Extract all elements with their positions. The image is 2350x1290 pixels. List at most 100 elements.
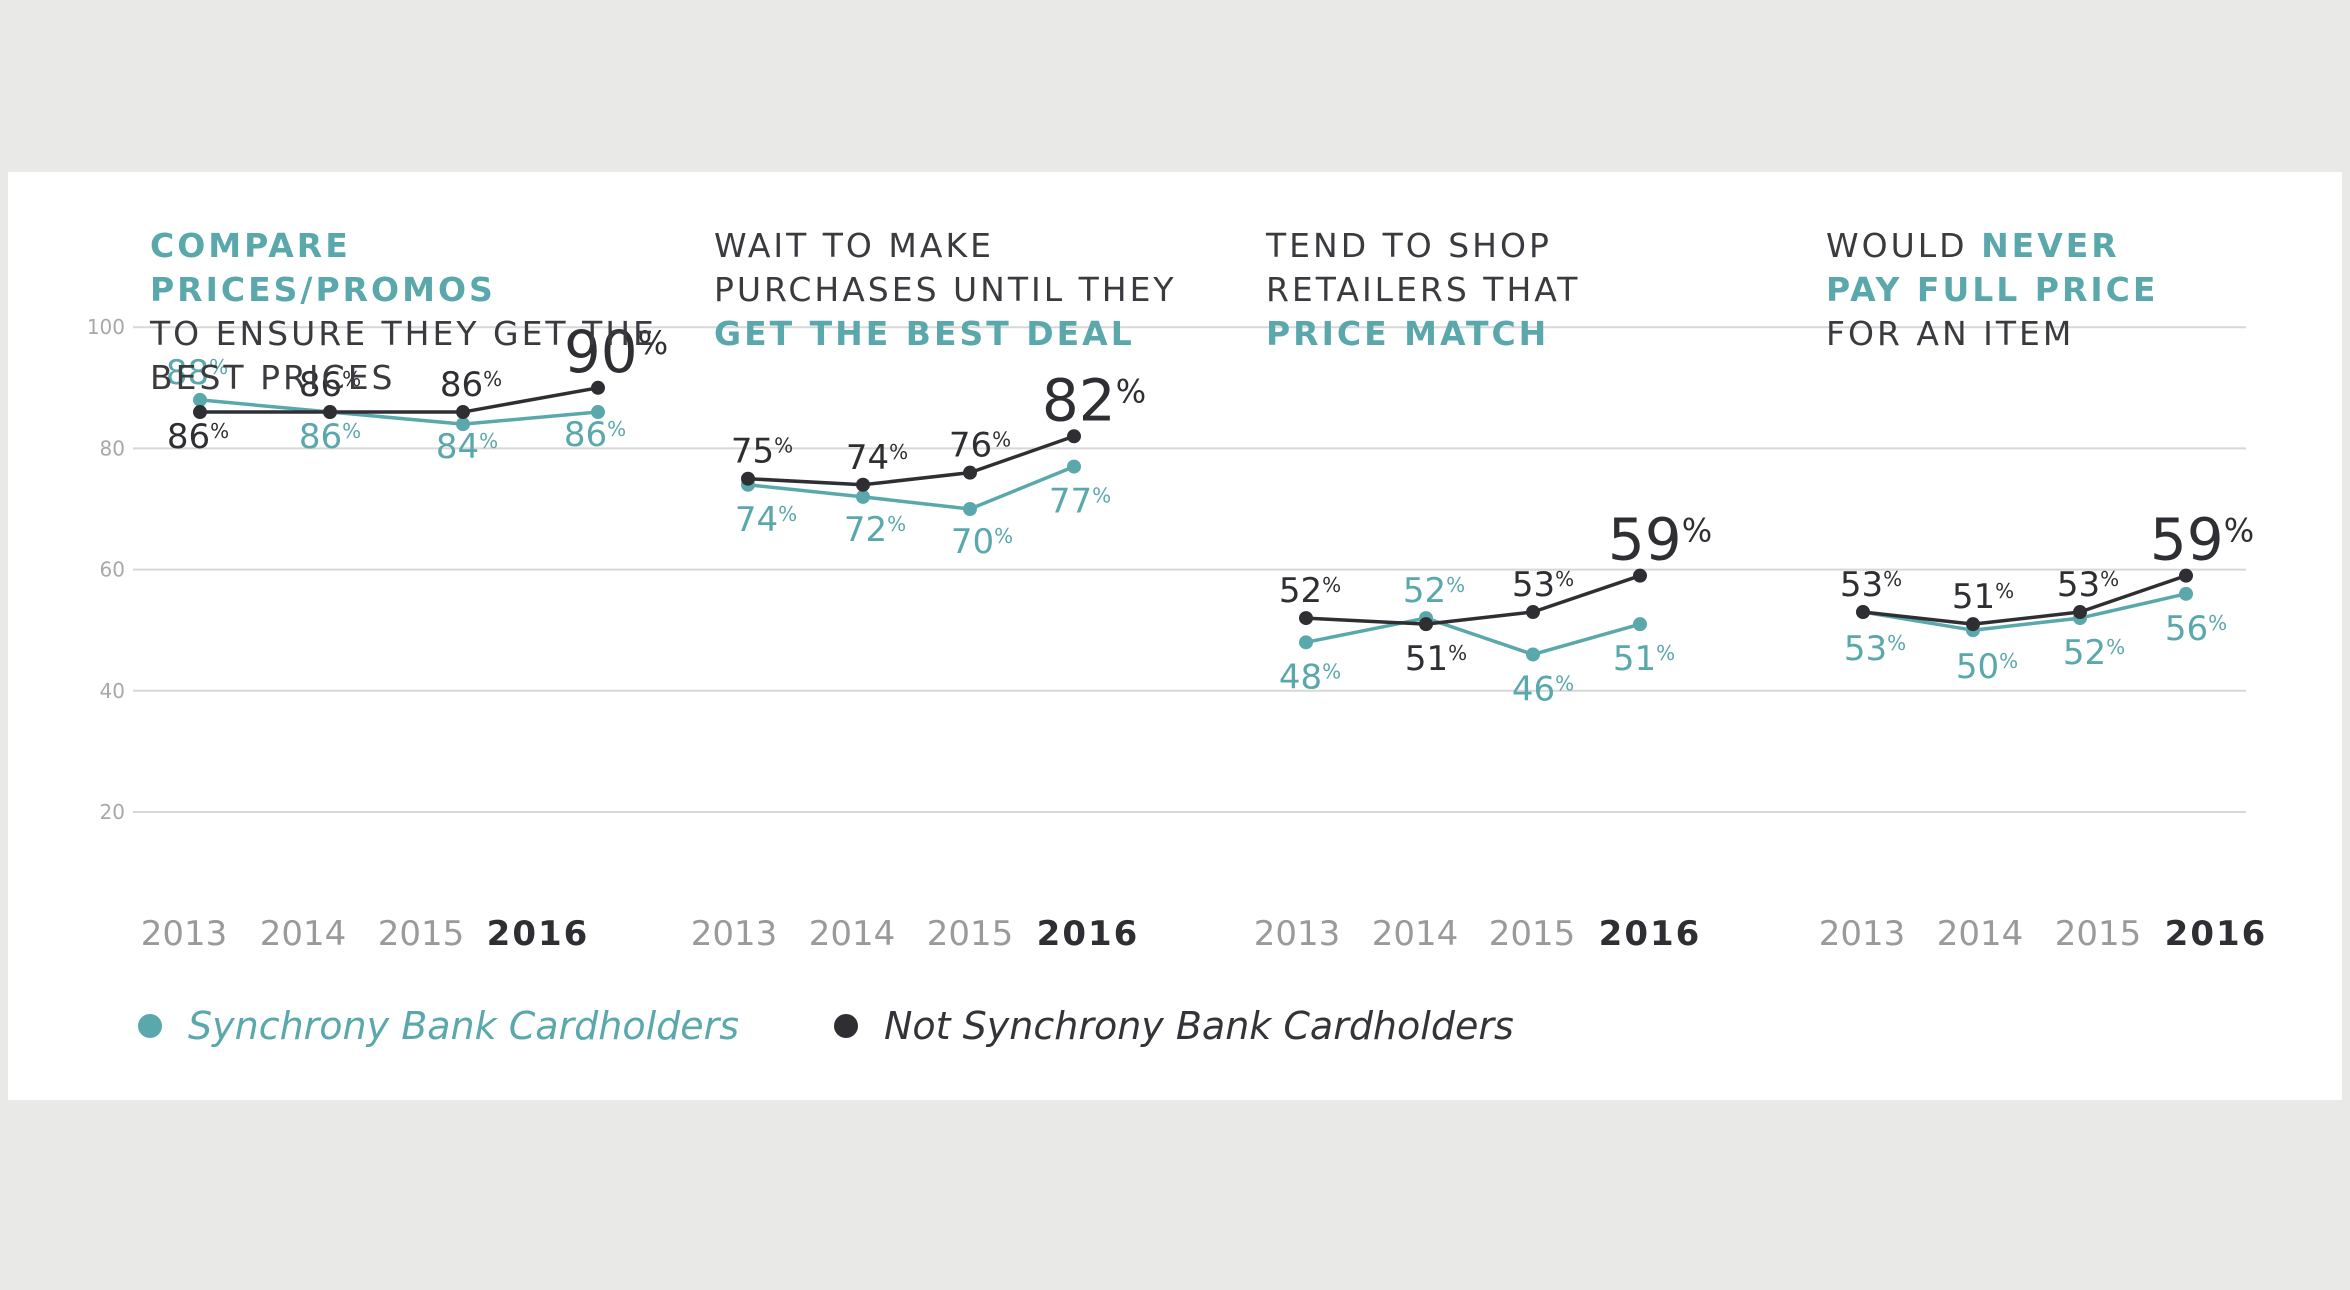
percent-sign: % xyxy=(1999,649,2018,673)
data-label-not-synchrony: 74% xyxy=(846,438,908,478)
percent-sign: % xyxy=(1092,484,1111,508)
percent-sign: % xyxy=(607,417,626,441)
panel-title-text: FOR AN ITEM xyxy=(1826,314,2075,353)
x-tick-label: 2015 xyxy=(927,914,1014,954)
percent-sign: % xyxy=(887,512,906,536)
data-point-synchrony xyxy=(456,417,470,432)
data-point-not-synchrony xyxy=(591,380,605,395)
data-label-synchrony: 51% xyxy=(1613,639,1675,679)
data-label-not-synchrony: 53% xyxy=(1840,565,1902,605)
panel-title-price-match: TEND TO SHOP RETAILERS THAT PRICE MATCH xyxy=(1266,224,1686,356)
series-line-synchrony xyxy=(199,398,599,426)
percent-sign: % xyxy=(1448,641,1467,665)
percent-sign: % xyxy=(2106,635,2125,659)
data-label-not-synchrony: 52% xyxy=(1279,571,1341,611)
panel-title-highlight: NEVER PAY FULL PRICE xyxy=(1826,226,2159,309)
data-point-synchrony xyxy=(856,489,870,504)
series-line-not-synchrony xyxy=(747,434,1075,487)
data-point-not-synchrony xyxy=(1633,568,1647,583)
percent-sign: % xyxy=(1446,573,1465,597)
x-tick-label: 2014 xyxy=(1372,914,1459,954)
y-tick-label: 60 xyxy=(100,558,125,582)
percent-sign: % xyxy=(342,367,361,391)
data-point-synchrony xyxy=(963,502,977,516)
percent-sign: % xyxy=(483,367,502,391)
y-tick-label: 20 xyxy=(100,800,125,824)
panel-title-compare: COMPARE PRICES/PROMOS TO ENSURE THEY GET… xyxy=(150,224,710,400)
x-tick-label: 2016 xyxy=(2165,914,2268,954)
data-label-not-synchrony: 82% xyxy=(1042,366,1146,434)
data-label-not-synchrony: 76% xyxy=(949,426,1011,466)
data-point-not-synchrony xyxy=(1299,611,1313,626)
data-point-not-synchrony xyxy=(1856,605,1870,620)
data-label-not-synchrony: 51% xyxy=(1405,639,1467,679)
x-tick-label: 2016 xyxy=(1037,914,1140,954)
data-label-synchrony: 46% xyxy=(1512,669,1574,709)
data-label-synchrony: 52% xyxy=(2063,633,2125,673)
x-tick-label: 2013 xyxy=(1254,914,1341,954)
panel-title-highlight: COMPARE PRICES/PROMOS xyxy=(150,226,496,309)
y-tick-label: 100 xyxy=(87,315,125,339)
percent-sign: % xyxy=(1322,659,1341,683)
percent-sign: % xyxy=(209,355,228,379)
panel-title-text: WOULD xyxy=(1826,226,1968,265)
x-tick-label: 2014 xyxy=(260,914,347,954)
data-point-not-synchrony xyxy=(193,405,207,420)
x-tick-label: 2016 xyxy=(487,914,590,954)
panel-title-highlight: PRICE MATCH xyxy=(1266,314,1550,353)
data-label-not-synchrony: 53% xyxy=(1512,565,1574,605)
percent-sign: % xyxy=(1116,372,1146,410)
x-tick-label: 2013 xyxy=(141,914,228,954)
x-tick-label: 2016 xyxy=(1599,914,1702,954)
data-point-not-synchrony xyxy=(856,477,870,492)
percent-sign: % xyxy=(992,428,1011,452)
data-point-not-synchrony xyxy=(2179,568,2193,583)
x-tick-label: 2014 xyxy=(1937,914,2024,954)
percent-sign: % xyxy=(342,419,361,443)
panel-title-text: WAIT TO MAKE PURCHASES UNTIL THEY xyxy=(714,226,1177,309)
percent-sign: % xyxy=(2224,512,2254,550)
legend-label-not-synchrony: Not Synchrony Bank Cardholders xyxy=(884,1004,1514,1048)
data-point-synchrony xyxy=(2179,586,2193,601)
x-tick-label: 2013 xyxy=(1819,914,1906,954)
percent-sign: % xyxy=(1682,512,1712,550)
data-label-not-synchrony: 51% xyxy=(1952,577,2014,617)
data-point-not-synchrony xyxy=(1966,617,1980,632)
legend-item-not-synchrony: Not Synchrony Bank Cardholders xyxy=(834,1004,1514,1048)
legend-dot-dark-icon xyxy=(834,1014,858,1038)
series-line-synchrony xyxy=(1305,616,1641,657)
x-tick-label: 2015 xyxy=(1489,914,1576,954)
data-point-synchrony xyxy=(1067,459,1081,474)
percent-sign: % xyxy=(2208,611,2227,635)
legend-dot-teal-icon xyxy=(138,1014,162,1038)
panel-title-text: TEND TO SHOP RETAILERS THAT xyxy=(1266,226,1581,309)
data-point-not-synchrony xyxy=(456,405,470,420)
data-point-not-synchrony xyxy=(963,465,977,480)
panel-title-highlight: GET THE BEST DEAL xyxy=(714,314,1135,353)
percent-sign: % xyxy=(1887,631,1906,655)
panel-title-never-full-price: WOULD NEVER PAY FULL PRICE FOR AN ITEM xyxy=(1826,224,2166,356)
data-label-not-synchrony: 86% xyxy=(167,417,229,457)
x-tick-label: 2014 xyxy=(809,914,896,954)
data-label-not-synchrony: 86% xyxy=(440,365,502,405)
data-label-not-synchrony: 59% xyxy=(1608,506,1712,574)
series-line-synchrony xyxy=(747,464,1075,511)
percent-sign: % xyxy=(1656,641,1675,665)
percent-sign: % xyxy=(1883,567,1902,591)
percent-sign: % xyxy=(1995,579,2014,603)
percent-sign: % xyxy=(1555,671,1574,695)
percent-sign: % xyxy=(638,324,668,362)
percent-sign: % xyxy=(2100,567,2119,591)
percent-sign: % xyxy=(1555,567,1574,591)
x-tick-label: 2015 xyxy=(2055,914,2142,954)
y-tick-label: 80 xyxy=(100,436,125,460)
x-tick-label: 2015 xyxy=(378,914,465,954)
data-point-not-synchrony xyxy=(741,471,755,486)
data-label-synchrony: 77% xyxy=(1049,482,1111,522)
data-label-not-synchrony: 53% xyxy=(2057,565,2119,605)
data-point-not-synchrony xyxy=(1526,605,1540,620)
percent-sign: % xyxy=(479,429,498,453)
percent-sign: % xyxy=(889,440,908,464)
data-label-synchrony: 84% xyxy=(436,427,498,467)
data-point-not-synchrony xyxy=(1419,617,1433,632)
